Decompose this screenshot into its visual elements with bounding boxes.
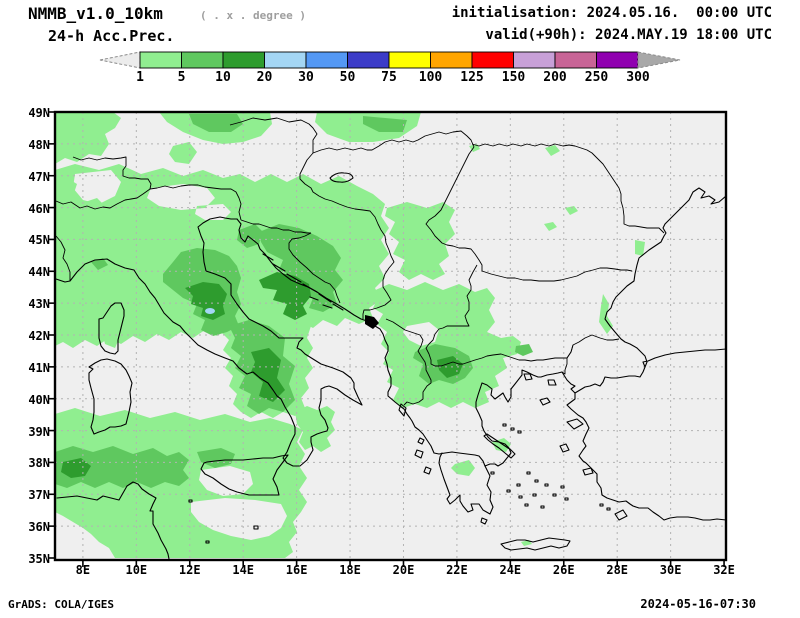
lat-tick-label: 47N xyxy=(28,169,50,184)
colorbar-left-arrow xyxy=(99,51,141,69)
colorbar-tick-label: 150 xyxy=(501,70,526,85)
lon-tick-label: 32E xyxy=(713,563,735,577)
grads-credit: GrADS: COLA/IGES xyxy=(8,598,114,611)
lat-tick-label: 46N xyxy=(28,201,50,216)
colorbar-segment xyxy=(139,51,182,69)
lon-tick-label: 24E xyxy=(499,563,522,577)
colorbar-segment xyxy=(430,51,473,69)
map-plot xyxy=(48,110,728,567)
colorbar-tick-label: 300 xyxy=(626,70,650,85)
lat-tick-label: 41N xyxy=(28,360,50,375)
colorbar-tick-label: 250 xyxy=(584,70,609,85)
lon-tick-label: 18E xyxy=(339,563,361,577)
lon-tick-label: 14E xyxy=(232,563,255,577)
lat-tick-label: 37N xyxy=(28,488,50,503)
lon-tick-label: 28E xyxy=(606,563,629,577)
colorbar-segment xyxy=(305,51,348,69)
grid-lines xyxy=(55,112,726,560)
lat-tick-label: 35N xyxy=(28,551,50,566)
colorbar-segment xyxy=(596,51,639,69)
lat-tick-label: 40N xyxy=(28,392,50,407)
lat-tick-label: 42N xyxy=(28,328,50,343)
creation-timestamp: 2024-05-16-07:30 xyxy=(640,597,756,611)
axis-ticks xyxy=(48,111,725,567)
colorbar-right-arrow xyxy=(637,51,681,69)
precip-lightblue-spot xyxy=(205,308,215,314)
colorbar-tick-label: 20 xyxy=(256,70,273,85)
init-time: initialisation: 2024.05.16. 00:00 UTC xyxy=(451,5,772,21)
map-frame xyxy=(53,110,728,562)
lon-tick-label: 22E xyxy=(446,563,468,577)
colorbar-segment xyxy=(222,51,265,69)
colorbar-segment xyxy=(554,51,597,69)
lat-tick-label: 48N xyxy=(28,137,50,152)
lat-tick-label: 44N xyxy=(28,265,50,280)
colorbar-tick-label: 100 xyxy=(418,70,443,85)
lat-tick-label: 38N xyxy=(28,456,50,471)
coastlines xyxy=(55,172,726,560)
lon-tick-label: 20E xyxy=(392,563,415,577)
colorbar xyxy=(99,51,681,69)
precip-dark-green-fields xyxy=(61,272,463,478)
valid-time: valid(+90h): 2024.MAY.19 18:00 UTC xyxy=(485,27,772,43)
lake-skadar-black-spot xyxy=(365,315,379,329)
lon-tick-label: 12E xyxy=(178,563,201,577)
colorbar-tick-label: 5 xyxy=(177,70,186,85)
colorbar-segment xyxy=(388,51,431,69)
colorbar-segment xyxy=(181,51,224,69)
colorbar-segment xyxy=(471,51,514,69)
colorbar-tick-label: 200 xyxy=(543,70,567,85)
colorbar-tick-label: 1 xyxy=(136,70,144,85)
colorbar-tick-label: 75 xyxy=(381,70,397,85)
colorbar-tick-label: 50 xyxy=(339,70,356,85)
lon-tick-label: 8E xyxy=(75,563,91,577)
product-title: 24-h Acc.Prec. xyxy=(48,27,175,45)
colorbar-segment xyxy=(513,51,556,69)
lon-tick-label: 10E xyxy=(125,563,148,577)
lat-tick-label: 36N xyxy=(28,520,50,535)
colorbar-tick-label: 125 xyxy=(460,70,484,85)
colorbar-segment xyxy=(264,51,307,69)
colorbar-segments xyxy=(139,51,639,69)
lon-tick-label: 30E xyxy=(659,563,682,577)
country-borders xyxy=(55,117,665,406)
resolution-note: ( . x . degree ) xyxy=(200,9,306,22)
model-title: NMMB_v1.0_10km xyxy=(28,4,163,23)
lat-tick-label: 43N xyxy=(28,297,50,312)
lat-tick-label: 39N xyxy=(28,424,50,439)
colorbar-tick-label: 30 xyxy=(298,70,314,85)
lon-tick-label: 16E xyxy=(285,563,308,577)
colorbar-tick-label: 10 xyxy=(215,70,231,85)
lon-tick-label: 26E xyxy=(552,563,575,577)
colorbar-segment xyxy=(347,51,390,69)
lat-tick-label: 45N xyxy=(28,233,50,248)
lat-tick-label: 49N xyxy=(28,106,50,120)
